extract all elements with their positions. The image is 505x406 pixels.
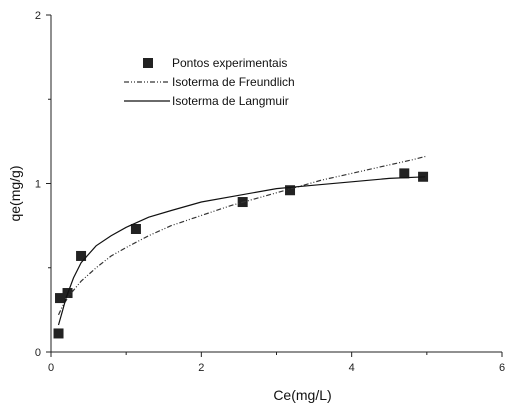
- y-tick-label: 2: [35, 10, 41, 22]
- x-tick-label: 4: [349, 362, 355, 374]
- series-layer: [53, 155, 429, 339]
- series-line-2: [57, 155, 426, 316]
- data-point: [130, 223, 141, 234]
- data-point: [53, 328, 64, 339]
- series-line-3: [57, 176, 426, 326]
- y-tick-label: 0: [35, 347, 41, 359]
- axes: 0 2 4 6 0 1 2: [35, 10, 505, 374]
- data-point: [76, 250, 87, 261]
- x-axis-title: Ce(mg/L): [273, 387, 331, 403]
- data-point: [285, 185, 296, 196]
- legend-label: Isoterma de Langmuir: [172, 94, 289, 108]
- x-tick-label: 2: [198, 362, 204, 374]
- data-point: [55, 293, 66, 304]
- legend-marker: [143, 58, 153, 68]
- legend-label: Isoterma de Freundlich: [172, 75, 295, 89]
- y-tick-label: 1: [35, 179, 41, 191]
- y-axis-title: qe(mg/g): [7, 165, 23, 221]
- x-tick-label: 6: [499, 362, 505, 374]
- x-tick-label: 0: [48, 362, 54, 374]
- data-point: [399, 168, 410, 179]
- legend-label: Pontos experimentais: [172, 56, 287, 70]
- legend: Pontos experimentais Isoterma de Freundli…: [124, 56, 295, 108]
